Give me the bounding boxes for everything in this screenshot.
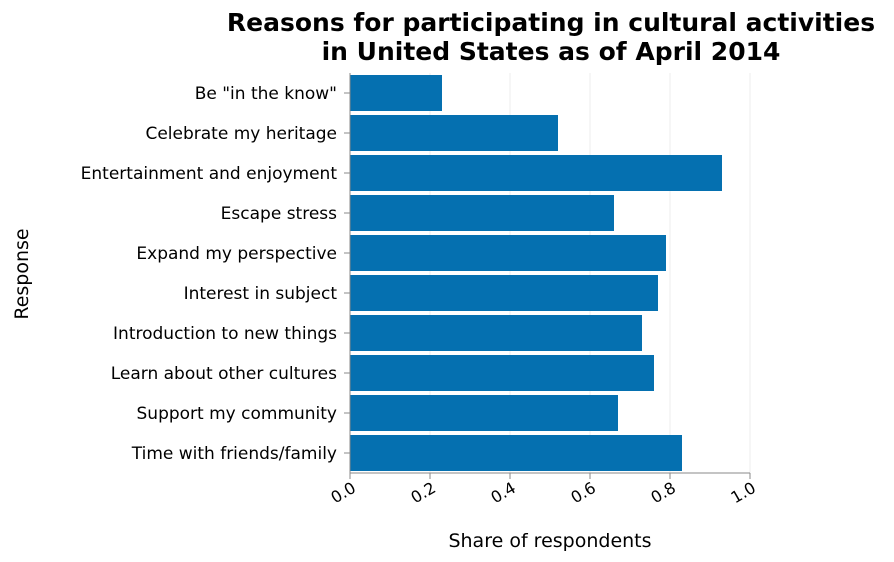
bar-7: [350, 355, 654, 391]
category-labels: Be "in the know" Celebrate my heritage Ent…: [81, 84, 338, 464]
chart-title-line-1: Reasons for participating in cultural ac…: [227, 8, 875, 37]
x-tick-label-5: 1.0: [727, 478, 759, 507]
x-tick-label-1: 0.2: [407, 478, 439, 507]
bar-2: [350, 155, 722, 191]
bar-6: [350, 315, 642, 351]
y-axis-title: Response: [11, 228, 33, 319]
bar-1: [350, 115, 558, 151]
bar-3: [350, 195, 614, 231]
x-tick-label-3: 0.6: [567, 478, 599, 507]
category-label-9: Time with friends/family: [131, 444, 337, 464]
category-label-6: Introduction to new things: [113, 324, 337, 344]
bar-8: [350, 395, 618, 431]
x-tick-labels: 0.0 0.2 0.4 0.6 0.8 1.0: [327, 478, 759, 507]
x-tick-label-0: 0.0: [327, 478, 359, 507]
category-label-8: Support my community: [137, 404, 338, 424]
category-label-0: Be "in the know": [195, 84, 337, 104]
category-label-7: Learn about other cultures: [111, 364, 337, 384]
axes: [344, 73, 751, 479]
category-label-2: Entertainment and enjoyment: [81, 164, 338, 184]
category-label-3: Escape stress: [221, 204, 337, 224]
category-label-5: Interest in subject: [184, 284, 338, 304]
bars: [350, 75, 722, 471]
x-axis-title: Share of respondents: [448, 530, 651, 552]
bar-5: [350, 275, 658, 311]
bar-4: [350, 235, 666, 271]
x-tick-label-4: 0.8: [647, 478, 679, 507]
category-label-1: Celebrate my heritage: [145, 124, 337, 144]
bar-0: [350, 75, 442, 111]
chart-title-line-2: in United States as of April 2014: [322, 37, 781, 66]
bar-9: [350, 435, 682, 471]
x-tick-label-2: 0.4: [487, 478, 519, 507]
category-label-4: Expand my perspective: [136, 244, 337, 264]
